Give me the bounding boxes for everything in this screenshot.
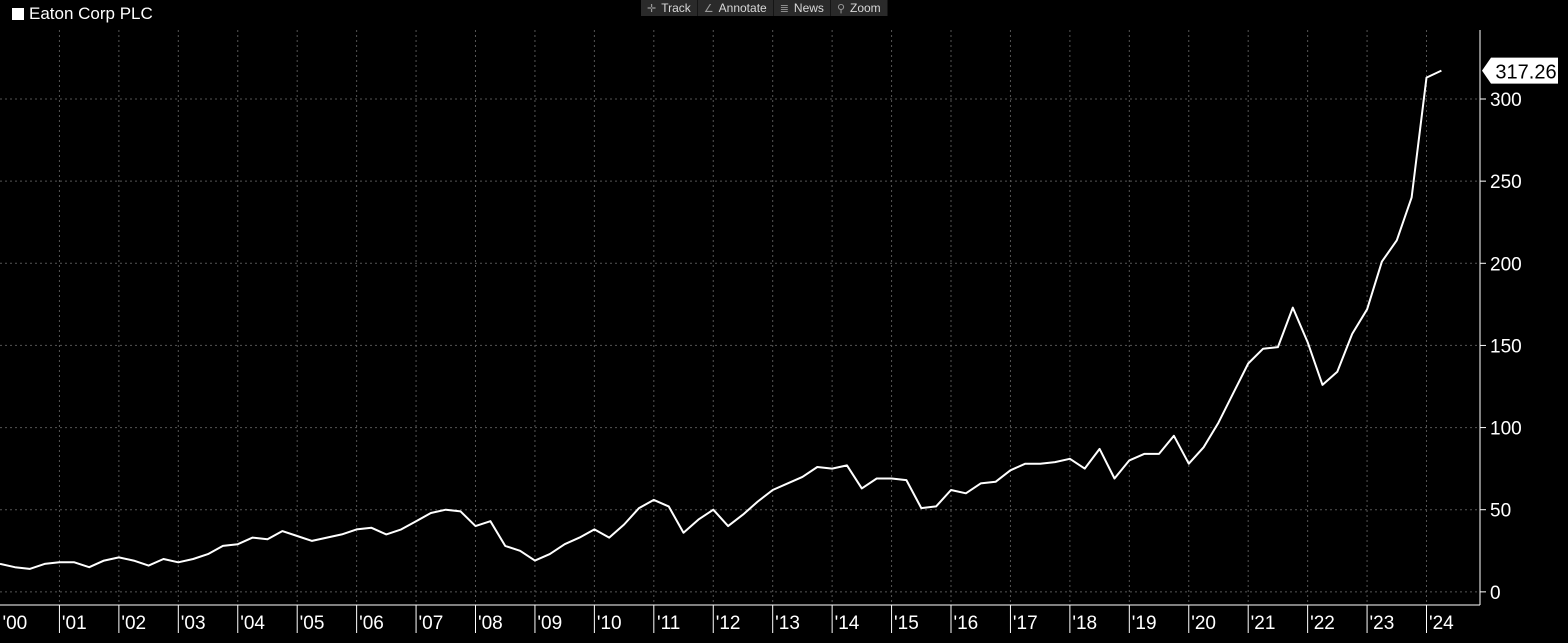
x-tick-label: '03 (181, 613, 206, 634)
x-tick-label: '22 (1310, 613, 1335, 634)
x-tick-label: '14 (835, 613, 860, 634)
y-tick-label: 0 (1490, 583, 1501, 604)
crosshair-icon: ✛ (647, 2, 657, 15)
y-tick-label: 50 (1490, 501, 1511, 522)
x-tick-label: '06 (359, 613, 384, 634)
x-tick-label: '05 (300, 613, 325, 634)
x-tick-label: '02 (121, 613, 146, 634)
grid (0, 30, 1480, 605)
x-tick-label: '11 (657, 613, 680, 634)
x-tick-label: '10 (597, 613, 622, 634)
x-tick-label: '12 (716, 613, 741, 634)
legend: Eaton Corp PLC (12, 4, 153, 24)
axes: 0 50 100 150 200 250 300 '00 '01 '02 '03 '04 '05 '06 '… (0, 30, 1522, 634)
x-tick-label: '04 (240, 613, 265, 634)
zoom-label: Zoom (850, 1, 881, 15)
last-value-marker: 317.26 (1482, 57, 1558, 84)
legend-label: Eaton Corp PLC (29, 4, 153, 23)
x-tick-label: '19 (1132, 613, 1157, 634)
y-tick-label: 200 (1490, 254, 1522, 275)
x-tick-label: '00 (2, 613, 27, 634)
x-tick-label: '21 (1251, 613, 1276, 634)
series-line (0, 69, 1442, 570)
legend-swatch (12, 8, 24, 20)
y-tick-label: 300 (1490, 90, 1522, 111)
y-tick-label: 150 (1490, 336, 1522, 357)
last-value-box (1482, 57, 1558, 84)
magnifier-icon: ⚲ (836, 2, 845, 15)
x-tick-label: '01 (62, 613, 87, 634)
y-tick-label: 100 (1490, 419, 1522, 440)
y-tick-label: 250 (1490, 172, 1522, 193)
chart-toolbar: ✛ Track ∠ Annotate ≣ News ⚲ Zoom (641, 0, 888, 16)
news-list-icon: ≣ (779, 2, 789, 15)
annotate-button[interactable]: ∠ Annotate (698, 0, 774, 16)
x-tick-label: '20 (1191, 613, 1216, 634)
x-tick-label: '18 (1072, 613, 1097, 634)
x-tick-label: '08 (478, 613, 503, 634)
annotate-label: Annotate (718, 1, 767, 15)
series-layer (0, 69, 1442, 570)
x-tick-label: '07 (419, 613, 444, 634)
pencil-icon: ∠ (703, 2, 714, 15)
x-tick-label: '17 (1013, 613, 1038, 634)
last-value-label: 317.26 (1495, 62, 1556, 84)
track-button[interactable]: ✛ Track (641, 0, 698, 16)
x-tick-label: '24 (1429, 613, 1454, 634)
news-button[interactable]: ≣ News (774, 0, 831, 16)
track-label: Track (661, 1, 691, 15)
news-label: News (793, 1, 824, 15)
x-tick-label: '15 (894, 613, 919, 634)
x-tick-label: '13 (775, 613, 800, 634)
zoom-button[interactable]: ⚲ Zoom (831, 0, 888, 16)
x-tick-label: '16 (953, 613, 978, 634)
x-tick-label: '23 (1370, 613, 1395, 634)
x-tick-label: '09 (537, 613, 562, 634)
